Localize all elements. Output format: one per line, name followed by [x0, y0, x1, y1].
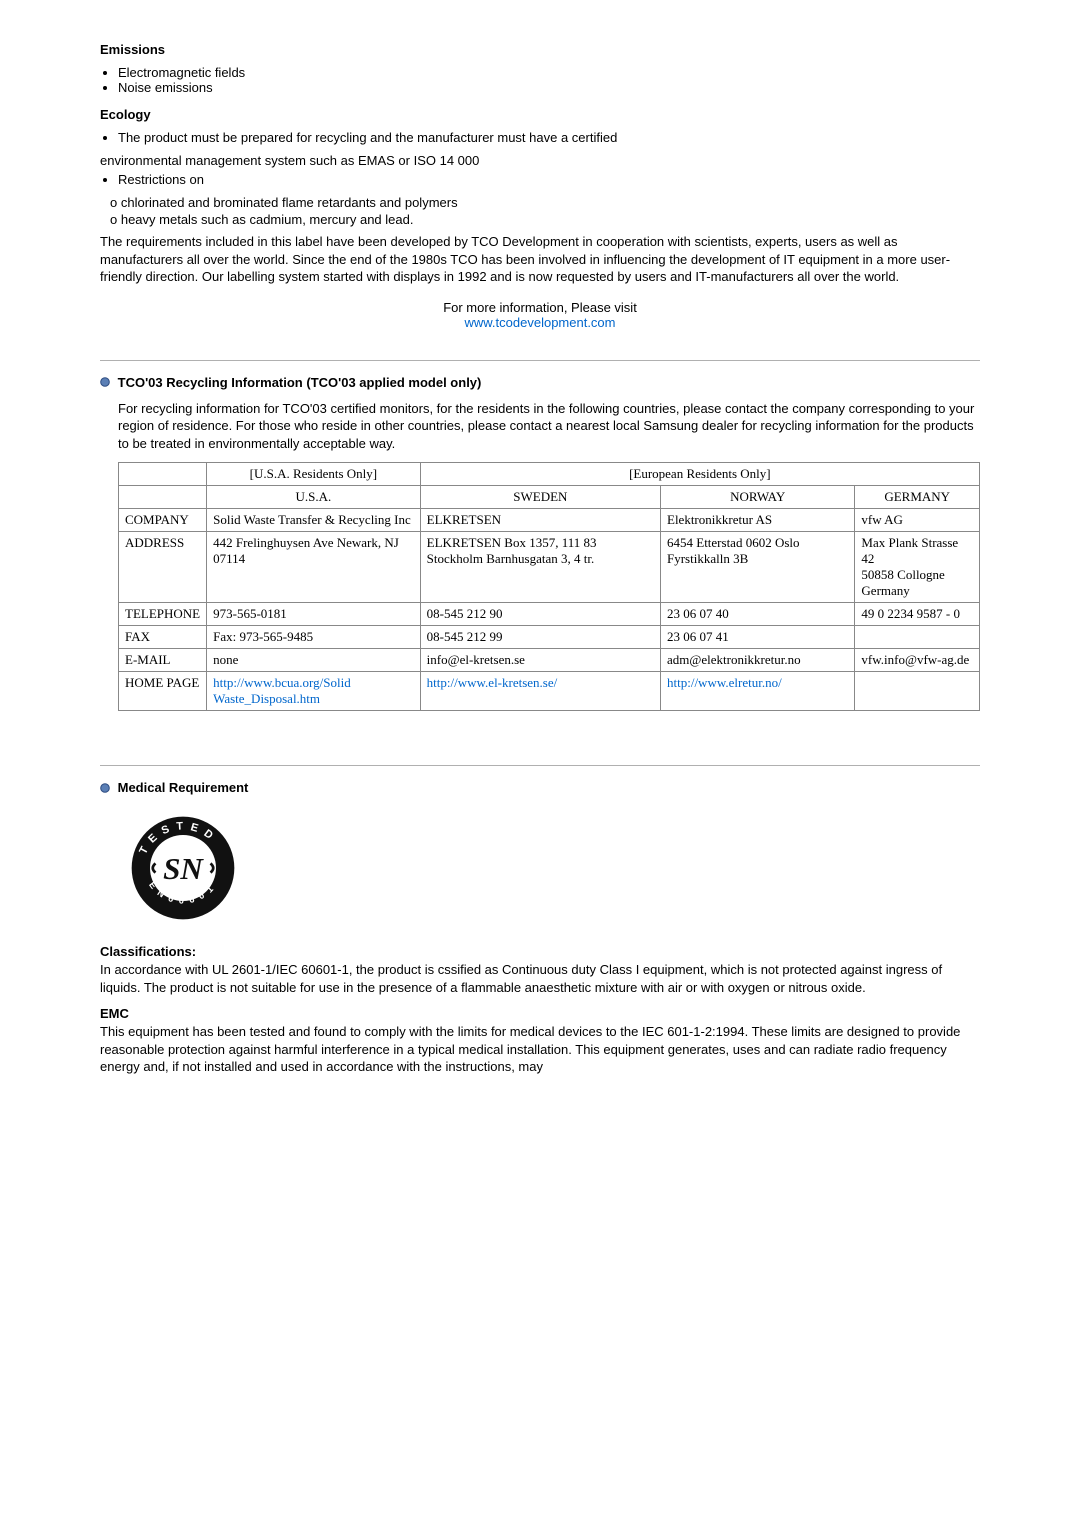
- homepage-link-usa[interactable]: http://www.bcua.org/Solid Waste_Disposal…: [213, 675, 351, 706]
- table-cell: [855, 672, 980, 711]
- row-label: ADDRESS: [119, 532, 207, 603]
- homepage-link-norway[interactable]: http://www.elretur.no/: [667, 675, 782, 690]
- table-header: GERMANY: [855, 486, 980, 509]
- medical-heading-text: Medical Requirement: [118, 780, 249, 795]
- table-cell: [119, 463, 207, 486]
- tco-section-heading: TCO'03 Recycling Information (TCO'03 app…: [100, 375, 980, 390]
- list-item: Noise emissions: [118, 80, 980, 95]
- table-cell: 442 Frelinghuysen Ave Newark, NJ 07114: [207, 532, 421, 603]
- table-cell: [119, 486, 207, 509]
- table-cell: Fax: 973-565-9485: [207, 626, 421, 649]
- safety-logo: T E S T E D E N 6 0 6 0 1 SN: [128, 813, 980, 926]
- bullet-icon: [100, 783, 110, 793]
- row-label: COMPANY: [119, 509, 207, 532]
- list-item: The product must be prepared for recycli…: [118, 130, 980, 145]
- emissions-heading: Emissions: [100, 42, 980, 57]
- classifications-heading: Classifications:: [100, 944, 196, 959]
- table-cell: 49 0 2234 9587 - 0: [855, 603, 980, 626]
- table-cell: [855, 626, 980, 649]
- emissions-list: Electromagnetic fields Noise emissions: [100, 65, 980, 95]
- table-cell: Elektronikkretur AS: [661, 509, 855, 532]
- table-cell: ELKRETSEN: [420, 509, 660, 532]
- table-header: SWEDEN: [420, 486, 660, 509]
- list-item: Restrictions on: [118, 172, 980, 187]
- table-cell: Solid Waste Transfer & Recycling Inc: [207, 509, 421, 532]
- table-header: [European Residents Only]: [420, 463, 979, 486]
- table-cell: adm@elektronikkretur.no: [661, 649, 855, 672]
- table-cell: 23 06 07 40: [661, 603, 855, 626]
- table-cell: 08-545 212 99: [420, 626, 660, 649]
- table-cell: info@el-kretsen.se: [420, 649, 660, 672]
- row-label: TELEPHONE: [119, 603, 207, 626]
- row-label: HOME PAGE: [119, 672, 207, 711]
- divider: [100, 765, 980, 766]
- ecology-item1-cont: environmental management system such as …: [100, 153, 980, 168]
- tco-heading-text: TCO'03 Recycling Information (TCO'03 app…: [118, 375, 482, 390]
- svg-text:SN: SN: [163, 851, 204, 886]
- ecology-sub1: o chlorinated and brominated flame retar…: [100, 195, 980, 210]
- table-cell: ELKRETSEN Box 1357, 111 83 Stockholm Bar…: [420, 532, 660, 603]
- ecology-list-2: Restrictions on: [100, 172, 980, 187]
- table-cell: http://www.el-kretsen.se/: [420, 672, 660, 711]
- table-cell: vfw.info@vfw-ag.de: [855, 649, 980, 672]
- bullet-icon: [100, 377, 110, 387]
- medical-section-heading: Medical Requirement: [100, 780, 980, 795]
- tco-dev-link[interactable]: www.tcodevelopment.com: [464, 315, 615, 330]
- ecology-list: The product must be prepared for recycli…: [100, 130, 980, 145]
- ecology-heading: Ecology: [100, 107, 980, 122]
- ecology-paragraph: The requirements included in this label …: [100, 233, 980, 286]
- table-cell: 23 06 07 41: [661, 626, 855, 649]
- ecology-sub2: o heavy metals such as cadmium, mercury …: [100, 212, 980, 227]
- table-cell: http://www.elretur.no/: [661, 672, 855, 711]
- table-cell: 08-545 212 90: [420, 603, 660, 626]
- table-header: NORWAY: [661, 486, 855, 509]
- table-header: U.S.A.: [207, 486, 421, 509]
- table-cell: none: [207, 649, 421, 672]
- list-item: Electromagnetic fields: [118, 65, 980, 80]
- more-info-text: For more information, Please visit: [100, 300, 980, 315]
- divider: [100, 360, 980, 361]
- row-label: FAX: [119, 626, 207, 649]
- table-cell: Max Plank Strasse 42 50858 Collogne Germ…: [855, 532, 980, 603]
- row-label: E-MAIL: [119, 649, 207, 672]
- table-cell: vfw AG: [855, 509, 980, 532]
- table-cell: 6454 Etterstad 0602 Oslo Fyrstikkalln 3B: [661, 532, 855, 603]
- homepage-link-sweden[interactable]: http://www.el-kretsen.se/: [427, 675, 558, 690]
- emc-text: This equipment has been tested and found…: [100, 1023, 980, 1076]
- recycling-table: [U.S.A. Residents Only] [European Reside…: [118, 462, 980, 711]
- classifications-text: In accordance with UL 2601-1/IEC 60601-1…: [100, 961, 980, 996]
- tco-paragraph: For recycling information for TCO'03 cer…: [118, 400, 980, 453]
- table-cell: http://www.bcua.org/Solid Waste_Disposal…: [207, 672, 421, 711]
- table-header: [U.S.A. Residents Only]: [207, 463, 421, 486]
- table-cell: 973-565-0181: [207, 603, 421, 626]
- emc-heading: EMC: [100, 1006, 129, 1021]
